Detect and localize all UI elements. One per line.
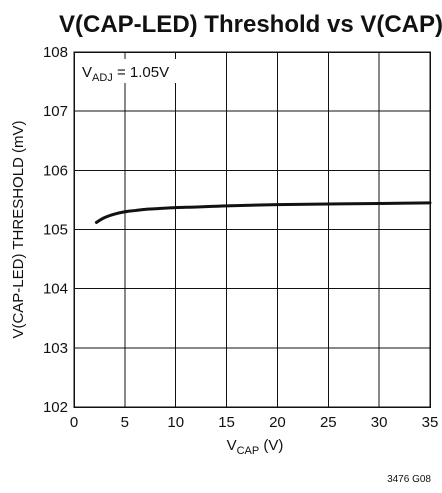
plot-frame [73, 51, 431, 408]
x-axis-label-suffix: (V) [259, 437, 283, 454]
y-tick-label: 105 [43, 222, 68, 239]
vadj-annotation: VADJ = 1.05V [82, 64, 169, 84]
y-tick-label: 104 [43, 281, 68, 298]
threshold-curve [94, 201, 432, 224]
x-tick-label: 5 [121, 414, 129, 431]
x-axis-label-sub: CAP [237, 445, 260, 457]
y-tick-label: 107 [43, 103, 68, 120]
x-tick-label: 15 [218, 414, 235, 431]
y-tick-labels: 102 103 104 105 106 107 108 [43, 44, 68, 416]
x-tick-labels: 0 5 10 15 20 25 30 35 [70, 414, 439, 431]
y-tick-label: 103 [43, 340, 68, 357]
vadj-annotation-suffix: = 1.05V [113, 64, 169, 81]
y-axis-label: V(CAP-LED) THRESHOLD (mV) [10, 120, 27, 338]
annotation-background [78, 59, 184, 83]
vadj-annotation-sub: ADJ [92, 72, 113, 84]
x-tick-label: 35 [422, 414, 439, 431]
curve-layer [94, 201, 432, 224]
y-tick-label: 102 [43, 399, 68, 416]
x-axis-label: VCAP (V) [227, 437, 284, 457]
vadj-annotation-main: V [82, 64, 92, 81]
chart-title: V(CAP-LED) Threshold vs V(CAP) [59, 11, 442, 38]
figure-code: 3476 G08 [387, 474, 431, 485]
x-tick-label: 25 [320, 414, 337, 431]
grid-lines [73, 51, 431, 408]
x-tick-label: 20 [269, 414, 286, 431]
x-tick-label: 0 [70, 414, 78, 431]
x-tick-label: 30 [371, 414, 388, 431]
y-tick-label: 108 [43, 44, 68, 61]
x-axis-label-main: V [227, 437, 237, 454]
x-tick-label: 10 [167, 414, 184, 431]
y-tick-label: 106 [43, 162, 68, 179]
